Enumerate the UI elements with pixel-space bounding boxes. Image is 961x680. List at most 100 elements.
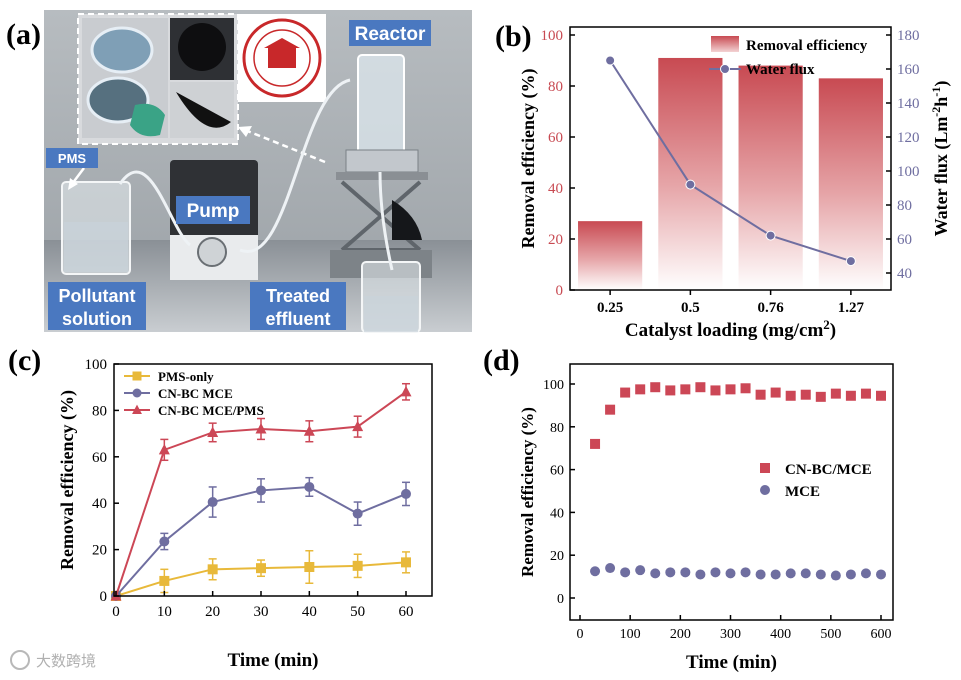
point-cn-bc-mce-150 (650, 382, 661, 393)
membrane-holder-top (90, 26, 154, 74)
y-tick-label: 100 (543, 378, 564, 393)
y-tick-label: 100 (85, 357, 108, 373)
point-cn-bc-mce-pms-60 (400, 385, 412, 397)
legend-label-mce: MCE (785, 484, 820, 500)
y-tick-label: 40 (548, 181, 563, 197)
y2-axis-title-part: h (931, 97, 951, 107)
y-tick-label: 60 (550, 464, 564, 479)
y2-axis-title-part: ) (931, 81, 952, 87)
treated-label-box (250, 282, 346, 330)
point-cn-bc-mce-540 (845, 390, 856, 401)
point-mce-510 (830, 570, 841, 581)
legend-label-pms-only: PMS-only (158, 369, 214, 384)
university-seal-inner-ring (253, 29, 311, 87)
legend-marker-cn-bc-mce (132, 388, 142, 398)
plot-frame (569, 26, 892, 291)
x-tick-label: 40 (302, 604, 317, 620)
x-tick-label: 0.76 (758, 300, 785, 316)
pump-label: Pump (187, 201, 240, 222)
y-tick-label: 40 (92, 496, 107, 512)
y-tick-label: 80 (548, 79, 563, 95)
point-mce-60 (605, 563, 616, 574)
panel-label-c: (c) (8, 344, 41, 377)
point-mce-420 (785, 568, 796, 579)
legend-label-flux: Water flux (746, 62, 815, 78)
point-cn-bc-mce-600 (876, 390, 886, 401)
folded-membrane (176, 92, 231, 128)
legend-label-cn-bc-mce: CN-BC MCE (158, 386, 233, 401)
lab-jack-top (336, 172, 428, 180)
point-cn-bc-mce-510 (830, 388, 841, 399)
point-cn-bc-mce-120 (635, 384, 646, 395)
point-cn-bc-mce-20 (207, 497, 218, 508)
point-cn-bc-mce-30 (590, 438, 601, 449)
plot-frame (113, 363, 433, 597)
x-tick-label: 0 (112, 604, 120, 620)
legend-marker-mce (760, 485, 770, 495)
x-tick-label: 100 (620, 627, 641, 642)
point-mce-270 (710, 567, 721, 578)
x-tick-label: 10 (157, 604, 172, 620)
y2-tick-label: 140 (897, 96, 920, 112)
chart-d-stability: 0 20 40 60 80 100 0 100 200 300 400 500 600 (d) Remova… (483, 344, 894, 673)
point-pms-only-60 (401, 557, 411, 568)
point-cn-bc-mce-240 (695, 382, 706, 393)
chart-b-catalyst-loading: 0.25 0.5 0.76 1.27 0 20 40 60 80 100 40 60 80 100 120 1… (495, 20, 952, 341)
point-mce-240 (695, 569, 706, 580)
point-mce-540 (845, 569, 856, 580)
x-tick-label: 400 (770, 627, 791, 642)
inset-pointer-line (239, 126, 326, 164)
legend-marker-cn-bc-mce (760, 463, 770, 473)
legend-label-cn-bc-mce: CN-BC/MCE (785, 462, 872, 478)
y-tick-label: 60 (92, 450, 107, 466)
point-mce-300 (725, 568, 736, 579)
point-cn-bc-mce-480 (815, 391, 826, 402)
x-tick-label: 50 (350, 604, 365, 620)
x-tick-label: 500 (820, 627, 841, 642)
y2-axis-title-sup1: -2 (929, 107, 943, 117)
point-cn-bc-mce-390 (770, 387, 781, 398)
point-cn-bc-mce-pms-20 (207, 426, 219, 437)
point-pms-only-20 (207, 564, 218, 575)
water-flux-line (609, 59, 852, 263)
point-mce-600 (876, 569, 886, 580)
y2-tick-label: 120 (897, 130, 920, 146)
y2-tick-label: 100 (897, 164, 920, 180)
watermark: 大数跨境 (10, 650, 96, 670)
legend-label-removal: Removal efficiency (746, 38, 868, 54)
y2-tick-label: 80 (897, 198, 912, 214)
point-cn-bc-mce-10 (159, 536, 170, 547)
point-cn-bc-mce-60 (605, 404, 616, 415)
university-seal-roof (264, 38, 300, 48)
point-cn-bc-mce-pms-40 (303, 425, 315, 436)
point-mce-390 (770, 569, 781, 580)
glove-hand (130, 103, 165, 137)
bar-removal-0.25 (578, 221, 643, 290)
point-cn-bc-mce-60 (401, 488, 411, 499)
y-tick-label: 20 (92, 543, 107, 559)
legend-label-cn-bc-mce-pms: CN-BC MCE/PMS (158, 403, 264, 418)
x-axis-title-part: Catalyst loading (mg/cm (625, 320, 824, 341)
membrane-holder-bottom (86, 76, 150, 124)
y-tick-label: 0 (556, 283, 564, 299)
point-cn-bc-mce-pms-10 (158, 443, 170, 455)
point-mce-360 (755, 569, 766, 580)
legend-marker-flux (720, 64, 730, 74)
inset-pointer-arrowhead (238, 126, 252, 137)
y-tick-label: 60 (548, 130, 563, 146)
effluent-liquid (364, 296, 418, 332)
point-mce-30 (590, 566, 601, 577)
pollutant-label-line2: solution (62, 309, 132, 329)
water-flux-point-0.76 (765, 230, 776, 241)
point-cn-bc-mce-570 (860, 388, 871, 399)
x-tick-label: 200 (670, 627, 691, 642)
point-cn-bc-mce-pms-30 (255, 422, 267, 434)
pollutant-liquid (64, 222, 128, 272)
water-flux-point-0.5 (685, 179, 696, 190)
point-pms-only-50 (352, 560, 363, 571)
y2-axis-title: Water flux (Lm-2h-1) (929, 81, 952, 237)
y-tick-label: 20 (548, 232, 563, 248)
y-tick-label: 80 (550, 421, 564, 436)
x-tick-label: 1.27 (838, 300, 865, 316)
